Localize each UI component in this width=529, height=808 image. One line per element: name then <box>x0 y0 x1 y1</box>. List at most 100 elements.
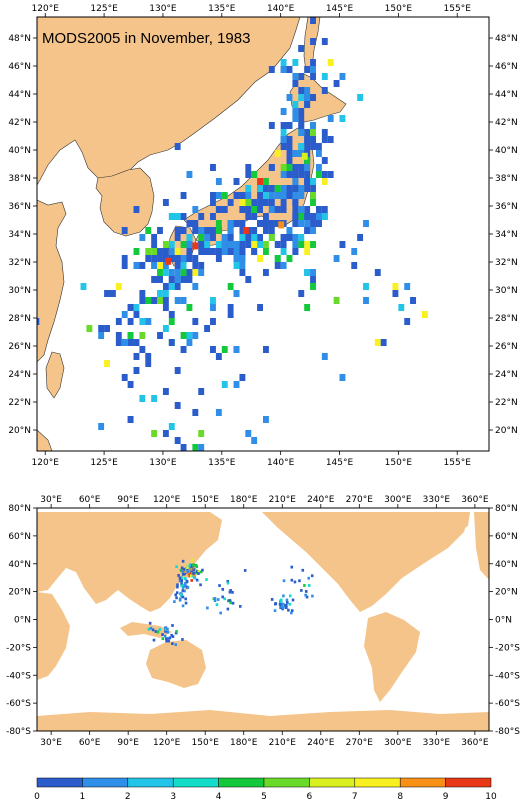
colorbar: 0 1 2 3 4 5 6 7 8 9 10 <box>34 777 497 802</box>
regional-data-cell <box>292 108 299 115</box>
global-data-cell <box>304 590 308 593</box>
regional-data-cell <box>133 206 140 213</box>
regional-data-cell <box>227 311 234 318</box>
regional-lon-label-top: 150°E <box>385 4 413 14</box>
regional-data-cell <box>292 192 299 199</box>
regional-data-cell <box>274 150 281 157</box>
global-data-cell <box>180 584 184 588</box>
colorbar-boxes <box>36 777 492 788</box>
regional-data-cell <box>374 269 381 276</box>
global-data-cell <box>179 568 183 572</box>
global-data-cell <box>190 566 193 570</box>
regional-data-cell <box>251 227 258 234</box>
regional-lat-label-right: 22°N <box>495 398 518 408</box>
regional-data-cell <box>268 66 275 73</box>
regional-lat-label-right: 46°N <box>495 62 518 72</box>
global-data-cell <box>180 582 183 586</box>
regional-data-cell <box>145 318 152 325</box>
regional-data-cell <box>298 87 305 94</box>
global-lat-label-right: -40°S <box>495 671 520 681</box>
regional-data-cell <box>298 220 305 227</box>
global-lat-label-left: 40°N <box>8 560 31 570</box>
regional-data-cell <box>174 367 181 374</box>
regional-data-cell <box>274 185 281 192</box>
regional-lat-label-right: 44°N <box>495 90 518 100</box>
regional-data-cell <box>198 213 205 220</box>
regional-data-cell <box>298 192 305 199</box>
regional-data-cell <box>174 234 181 241</box>
global-lon-label-top: 270°E <box>346 495 374 505</box>
regional-data-cell <box>127 339 134 346</box>
regional-data-cell <box>292 199 299 206</box>
global-lon-label-top: 210°E <box>269 495 297 505</box>
colorbar-tick-label: 6 <box>307 792 313 802</box>
regional-data-cell <box>151 297 158 304</box>
regional-data-cell <box>268 234 275 241</box>
regional-lon-label-bottom: 150°E <box>385 458 413 468</box>
global-data-cell <box>174 643 178 647</box>
regional-data-cell <box>151 262 158 269</box>
regional-data-cell <box>139 346 146 353</box>
regional-lat-label-left: 32°N <box>8 258 31 268</box>
regional-lat-label-right: 34°N <box>495 230 518 240</box>
global-data-cell <box>168 636 172 640</box>
regional-data-cell <box>98 332 105 339</box>
regional-data-cell <box>192 269 199 276</box>
global-lat-label-right: -80°S <box>495 727 520 737</box>
regional-data-cell <box>286 171 293 178</box>
regional-data-cell <box>98 325 105 332</box>
regional-data-cell <box>127 304 134 311</box>
global-data-cell <box>174 593 178 597</box>
global-data-cell <box>216 598 220 601</box>
global-data-cell <box>183 570 186 573</box>
regional-data-cell <box>268 220 275 227</box>
colorbar-box <box>82 777 129 788</box>
global-data-cell <box>171 635 175 638</box>
regional-data-cell <box>274 262 281 269</box>
regional-data-cell <box>186 269 193 276</box>
regional-data-cell <box>310 143 316 150</box>
regional-data-cell <box>233 290 240 297</box>
regional-data-cell <box>37 318 40 325</box>
regional-data-cell <box>310 136 316 143</box>
regional-data-cell <box>304 66 311 73</box>
regional-data-cell <box>151 395 158 402</box>
global-lon-label-top: 150°E <box>192 495 220 505</box>
regional-data-cell <box>292 248 299 255</box>
regional-data-cell <box>321 171 328 178</box>
map-title: MODS2005 in November, 1983 <box>42 30 250 47</box>
global-lat-label-right: 60°N <box>495 532 518 542</box>
regional-data-cell <box>210 213 216 220</box>
regional-data-cell <box>321 353 328 360</box>
colorbar-tick-label: 4 <box>216 792 222 802</box>
regional-data-cell <box>298 94 305 101</box>
global-data-cell <box>167 639 171 643</box>
global-data-cell <box>175 565 178 569</box>
regional-data-cell <box>162 304 169 311</box>
regional-data-cell <box>157 290 163 297</box>
regional-data-cell <box>321 73 328 80</box>
global-data-cell <box>181 570 185 573</box>
regional-data-cell <box>280 199 287 206</box>
regional-lat-label-right: 40°N <box>495 146 518 156</box>
regional-data-cell <box>268 206 275 213</box>
regional-data-cell <box>157 255 163 262</box>
regional-data-cell <box>109 290 116 297</box>
regional-data-cell <box>304 171 311 178</box>
regional-data-cell <box>174 402 181 409</box>
regional-data-cell <box>298 108 305 115</box>
regional-data-cell <box>186 220 193 227</box>
regional-data-cell <box>304 269 311 276</box>
regional-data-cell <box>151 430 158 437</box>
regional-data-cell <box>363 220 369 227</box>
global-data-cell <box>177 574 180 577</box>
regional-lon-label-top: 125°E <box>90 4 118 14</box>
regional-lat-label-left: 44°N <box>8 90 31 100</box>
global-data-cell <box>213 599 217 603</box>
global-ticks: 30°E 30°E 60°E 60°E 90°E 90°E 120°E 120°E 150°E 1… <box>6 495 520 748</box>
regional-data-cell <box>192 227 199 234</box>
global-data-cell <box>282 594 285 598</box>
global-data-cell <box>298 579 301 583</box>
regional-data-cell <box>263 220 269 227</box>
